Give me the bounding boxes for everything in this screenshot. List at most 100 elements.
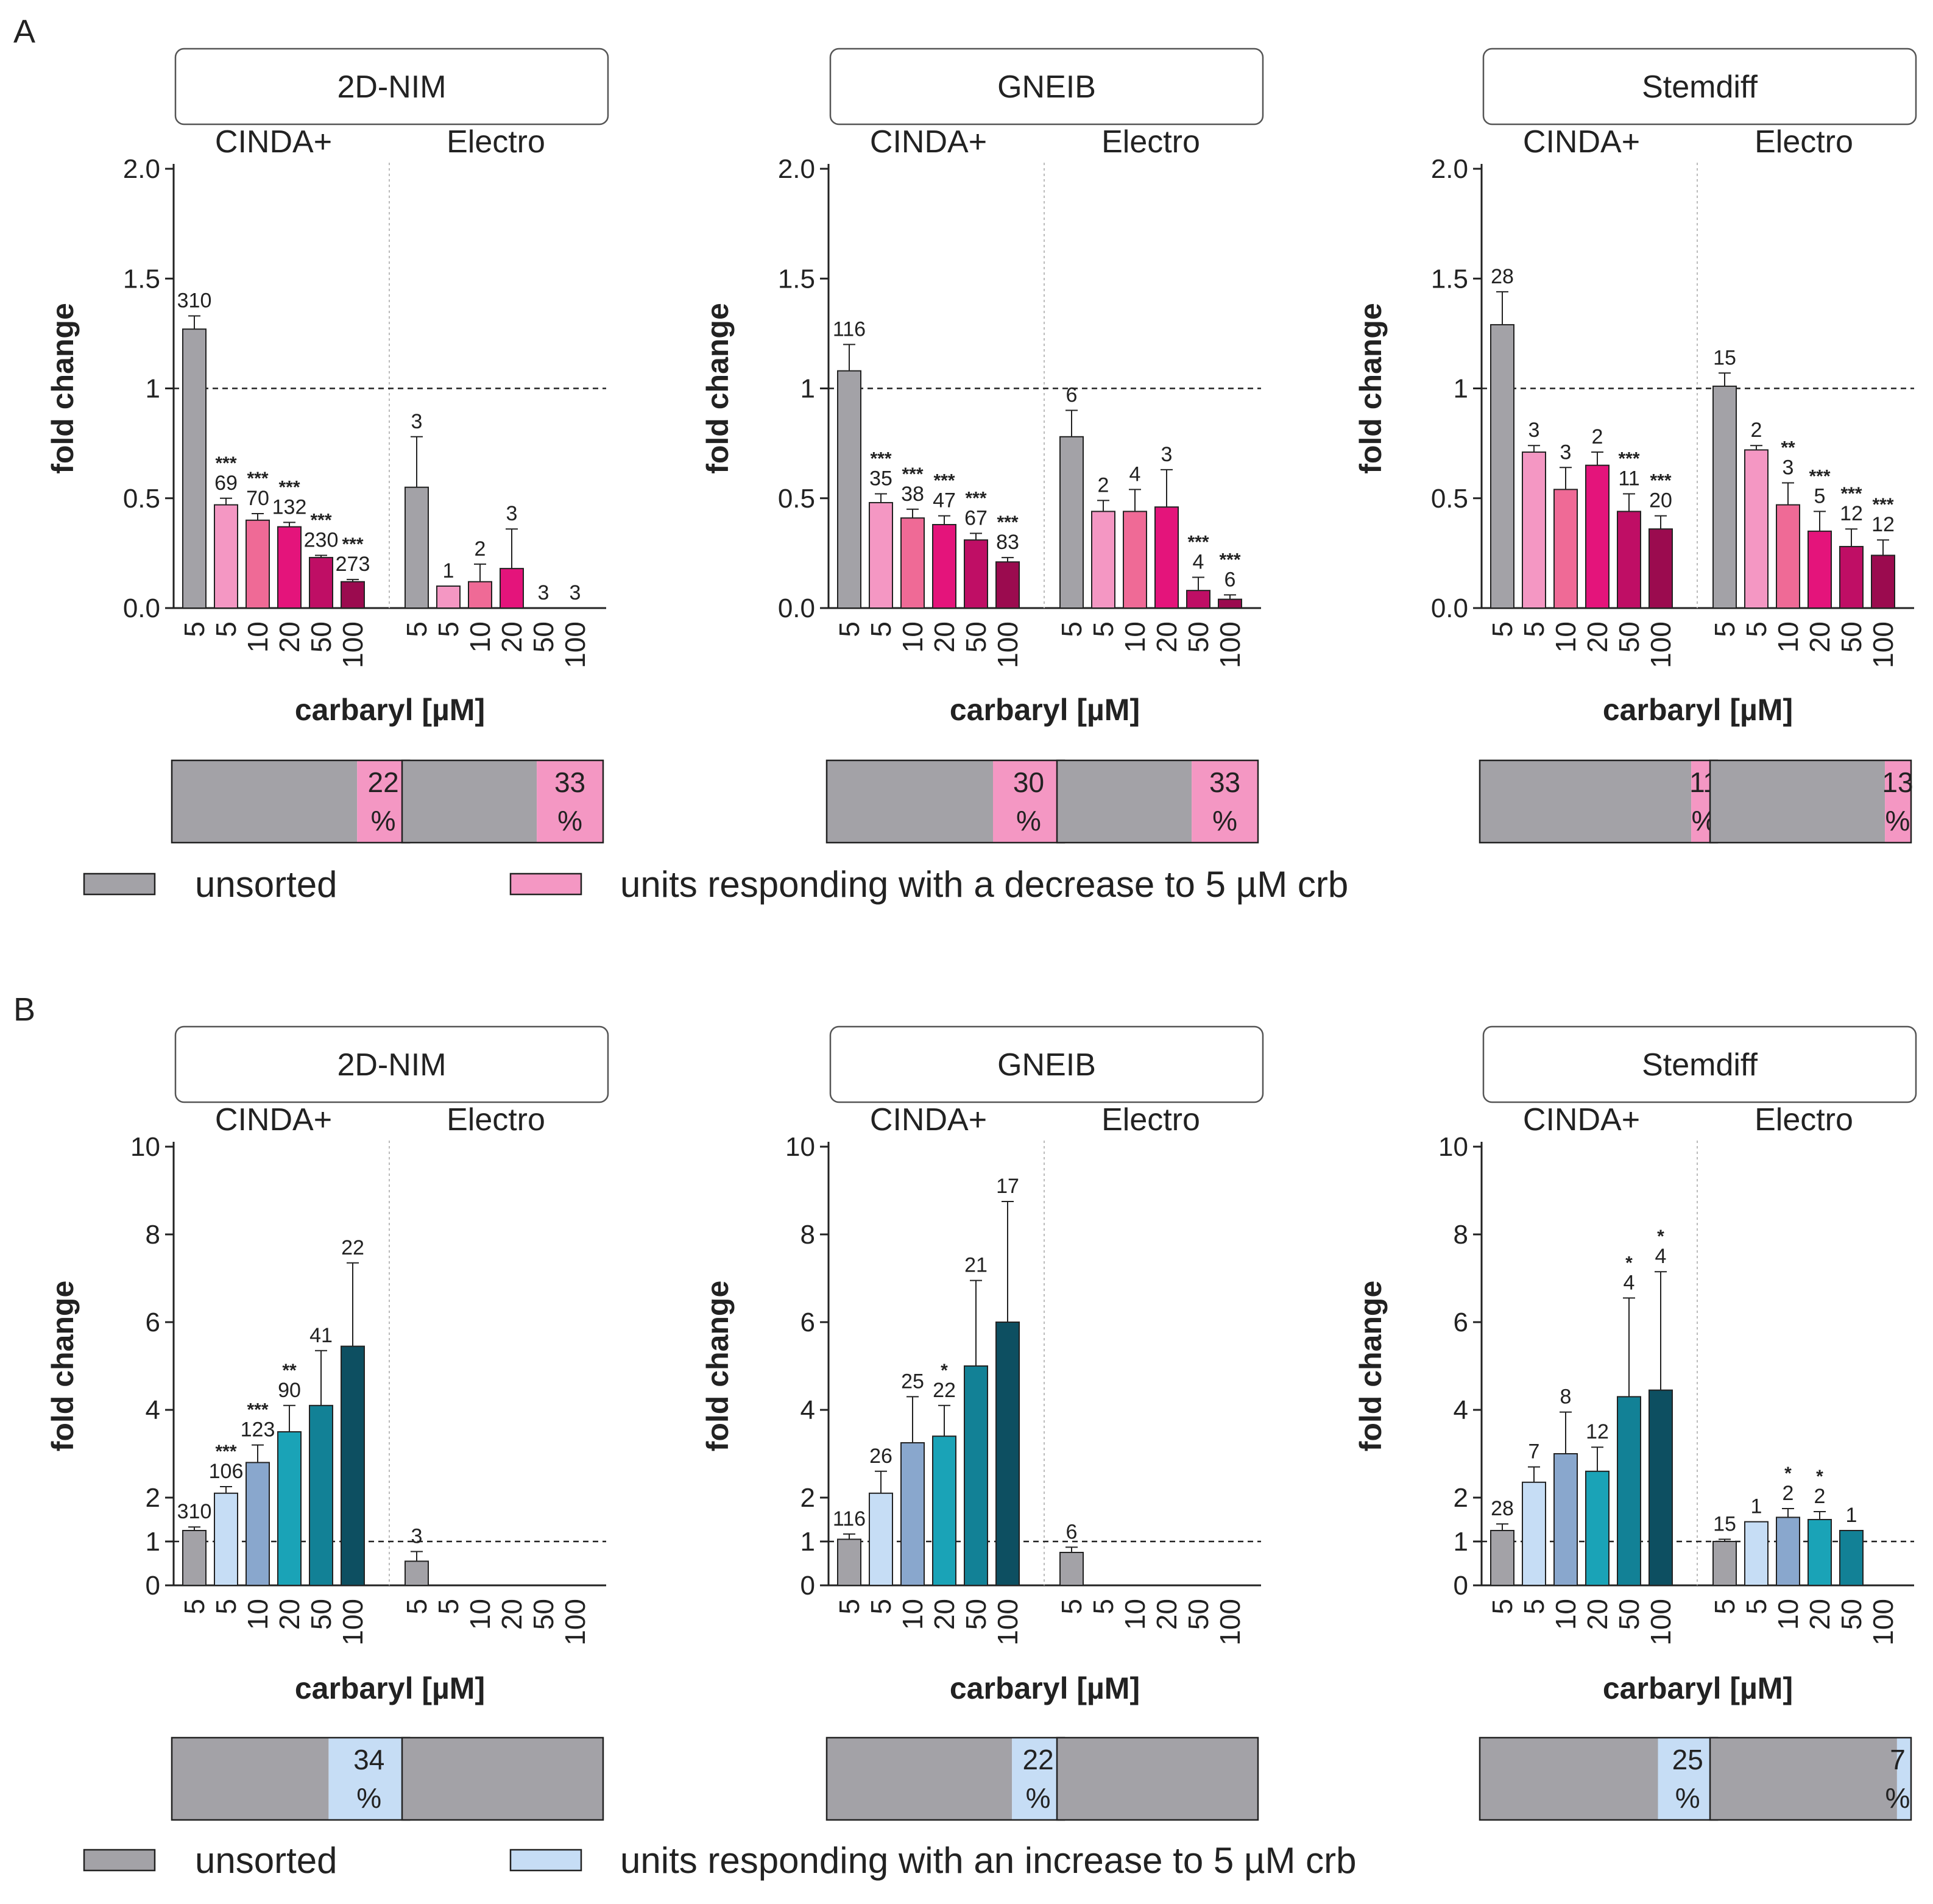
- percent-value: 33: [1209, 766, 1240, 798]
- x-category-label: 50: [305, 1599, 337, 1630]
- bar: [995, 1322, 1020, 1586]
- y-tick-label: 8: [800, 1220, 815, 1250]
- panel-label: A: [13, 13, 35, 50]
- percent-sign: %: [1016, 805, 1041, 837]
- significance-label: ***: [278, 477, 300, 497]
- y-axis-label: fold change: [1354, 303, 1388, 474]
- n-label: 6: [1066, 1520, 1078, 1543]
- n-label: 67: [964, 506, 988, 529]
- n-label: 69: [214, 472, 238, 495]
- percent-box-frame: [401, 759, 604, 844]
- bar: [277, 1431, 302, 1586]
- chart-A-2d-nim: 2D-NIM 0.0 0.5 1 1.5 2.0 fold change carbaryl […: [46, 48, 609, 844]
- bar: [246, 519, 270, 609]
- n-label: 3: [1528, 419, 1540, 442]
- y-tick-label: 2.0: [1431, 154, 1468, 184]
- bar: [436, 585, 461, 609]
- n-label: 310: [177, 1500, 212, 1523]
- significance-label: *: [1784, 1463, 1792, 1484]
- bar: [341, 581, 365, 609]
- significance-label: ***: [247, 469, 268, 489]
- n-label: 4: [1193, 551, 1204, 574]
- x-axis-label: carbaryl [µM]: [950, 1671, 1140, 1705]
- y-tick-label: 1: [1454, 374, 1468, 404]
- legend-swatch: [509, 1849, 582, 1872]
- legend-swatch: [83, 1849, 156, 1872]
- percent-box-unsorted: [827, 760, 993, 843]
- bar: [1744, 1521, 1769, 1587]
- percent-sign: %: [371, 805, 396, 837]
- x-category-label: 100: [337, 621, 369, 668]
- x-category-label: 100: [1867, 621, 1899, 668]
- bar: [964, 539, 988, 609]
- bar: [246, 1462, 270, 1586]
- x-category-label: 10: [464, 621, 496, 653]
- n-label: 2: [1751, 419, 1762, 442]
- n-label: 3: [411, 410, 423, 433]
- x-category-label: 5: [1486, 1599, 1518, 1615]
- n-label: 4: [1655, 1245, 1667, 1268]
- x-category-label: 100: [1214, 621, 1246, 668]
- percent-box-unsorted: [172, 1738, 329, 1820]
- percent-value: 13: [1882, 766, 1913, 798]
- n-label: 1: [1751, 1495, 1762, 1518]
- bar: [1186, 590, 1210, 609]
- bar: [964, 1365, 988, 1586]
- bar: [1154, 506, 1179, 609]
- x-category-label: 20: [1804, 621, 1836, 653]
- x-category-label: 50: [1613, 621, 1645, 653]
- percent-box-unsorted: [402, 760, 537, 843]
- chart-A-gneib: GNEIB 0.0 0.5 1 1.5 2.0 fold change carbaryl [µ…: [701, 48, 1264, 844]
- n-label: 310: [177, 289, 212, 313]
- n-label: 35: [869, 467, 892, 490]
- n-label: 15: [1713, 1512, 1736, 1535]
- x-category-label: 50: [1836, 621, 1867, 653]
- bar: [837, 370, 861, 609]
- significance-label: ***: [870, 449, 891, 469]
- n-label: 38: [901, 483, 924, 506]
- bar: [1617, 1396, 1641, 1586]
- chart-title-box: [1482, 48, 1917, 126]
- significance-label: *: [1657, 1226, 1664, 1247]
- bar: [1808, 530, 1832, 609]
- percent-value: 7: [1890, 1744, 1906, 1775]
- n-label: 3: [1161, 443, 1173, 466]
- group-label: CINDA+: [215, 1102, 332, 1138]
- significance-label: ***: [1872, 495, 1893, 515]
- n-label: 3: [411, 1525, 423, 1548]
- percent-sign: %: [557, 805, 582, 837]
- n-label: 6: [1066, 384, 1078, 407]
- legend-label: units responding with an increase to 5 µ…: [620, 1840, 1357, 1881]
- percent-box-responding: [357, 760, 409, 843]
- y-tick-label: 1.5: [123, 264, 160, 294]
- percent-box-responding: [1896, 1738, 1911, 1820]
- x-category-label: 50: [528, 1599, 559, 1630]
- n-label: 6: [1224, 568, 1236, 591]
- significance-label: ***: [310, 510, 331, 530]
- y-axis-label: fold change: [701, 1281, 735, 1452]
- percent-box-unsorted: [1480, 760, 1692, 843]
- x-category-label: 5: [178, 621, 210, 637]
- percent-box-frame: [401, 1736, 604, 1821]
- significance-label: ***: [215, 1442, 236, 1462]
- legend-swatch: [509, 872, 582, 896]
- x-category-label: 100: [337, 1599, 369, 1646]
- bar: [1871, 554, 1895, 609]
- group-label: CINDA+: [870, 1102, 987, 1138]
- percent-box-unsorted: [1710, 1738, 1897, 1820]
- n-label: 123: [241, 1418, 275, 1442]
- bar: [1585, 464, 1610, 609]
- x-category-label: 20: [496, 1599, 528, 1630]
- x-category-label: 50: [1182, 1599, 1214, 1630]
- significance-label: *: [1816, 1467, 1823, 1487]
- x-axis-label: carbaryl [µM]: [295, 1671, 485, 1705]
- bar: [405, 1560, 429, 1586]
- percent-sign: %: [356, 1782, 381, 1814]
- y-axis-label: fold change: [701, 303, 735, 474]
- x-category-label: 100: [559, 621, 591, 668]
- significance-label: ***: [1840, 484, 1862, 504]
- percent-box-frame: [1056, 759, 1259, 844]
- bar: [1553, 489, 1578, 609]
- y-tick-label: 2: [1454, 1483, 1468, 1513]
- x-category-label: 5: [1740, 621, 1772, 637]
